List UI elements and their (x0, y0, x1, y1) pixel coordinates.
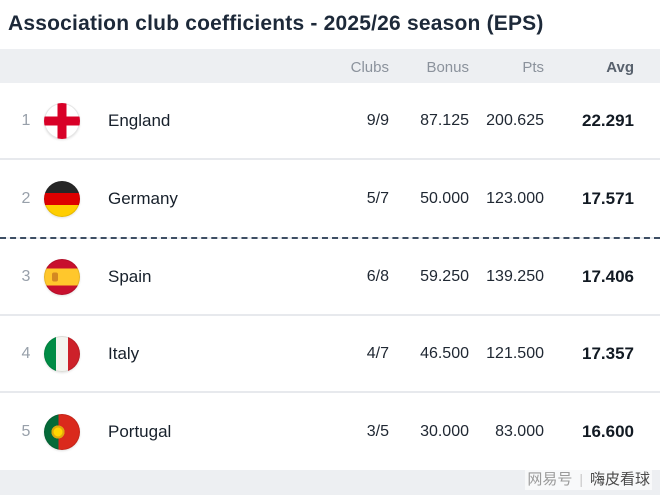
avg-cell: 17.406 (582, 266, 634, 286)
country-cell: Spain (108, 266, 152, 286)
germany-flag-icon (44, 180, 80, 217)
table-row: 1 England 9/9 87.125 200.625 22.291 (0, 83, 660, 160)
table-row: 3 Spain 6/8 59.250 139.250 17.406 (0, 239, 660, 316)
header-bonus: Bonus (426, 58, 469, 76)
avg-cell: 22.291 (582, 110, 634, 130)
header-avg: Avg (606, 58, 634, 76)
page-title: Association club coefficients - 2025/26 … (0, 0, 660, 49)
bonus-cell: 30.000 (420, 422, 469, 440)
avg-cell: 16.600 (582, 421, 634, 441)
qualification-cutoff-line (0, 237, 660, 239)
pts-cell: 200.625 (486, 111, 544, 129)
bonus-cell: 46.500 (420, 344, 469, 362)
bonus-cell: 87.125 (420, 111, 469, 129)
italy-flag-icon (44, 335, 80, 372)
pts-cell: 139.250 (486, 267, 544, 285)
clubs-cell: 6/8 (366, 267, 389, 285)
clubs-cell: 9/9 (366, 111, 389, 129)
avg-cell: 17.357 (582, 343, 634, 363)
avg-cell: 17.571 (582, 188, 634, 208)
watermark-divider: | (579, 470, 583, 487)
portugal-flag-icon (44, 413, 80, 450)
pts-cell: 83.000 (495, 422, 544, 440)
country-cell: Germany (108, 188, 178, 208)
table-row: 5 Portugal 3/5 30.000 83.000 16.600 (0, 393, 660, 470)
rank-cell: 2 (21, 189, 31, 207)
rank-cell: 5 (21, 422, 31, 440)
rank-cell: 4 (21, 344, 31, 362)
country-cell: Portugal (108, 421, 172, 441)
spain-flag-icon (44, 258, 80, 295)
bonus-cell: 59.250 (420, 267, 469, 285)
rank-cell: 1 (21, 111, 31, 129)
watermark-source: 网易号 (527, 471, 573, 488)
header-clubs: Clubs (350, 58, 389, 76)
country-cell: Italy (108, 343, 140, 363)
country-cell: England (108, 110, 171, 130)
clubs-cell: 3/5 (366, 422, 389, 440)
header-pts: Pts (522, 58, 544, 76)
coefficients-table: Clubs Bonus Pts Avg 1 England 9/9 87.125… (0, 51, 660, 470)
england-flag-icon (44, 102, 80, 139)
pts-cell: 121.500 (486, 344, 544, 362)
table-header-row: Clubs Bonus Pts Avg (0, 51, 660, 83)
pts-cell: 123.000 (486, 189, 544, 207)
watermark: 网易号 | 嗨皮看球 (525, 467, 652, 490)
table-row: 4 Italy 4/7 46.500 121.500 17.357 (0, 316, 660, 393)
rank-cell: 3 (21, 267, 31, 285)
clubs-cell: 4/7 (366, 344, 389, 362)
watermark-account: 嗨皮看球 (589, 471, 650, 488)
bonus-cell: 50.000 (420, 189, 469, 207)
table-row: 2 Germany 5/7 50.000 123.000 17.571 (0, 160, 660, 237)
clubs-cell: 5/7 (366, 189, 389, 207)
